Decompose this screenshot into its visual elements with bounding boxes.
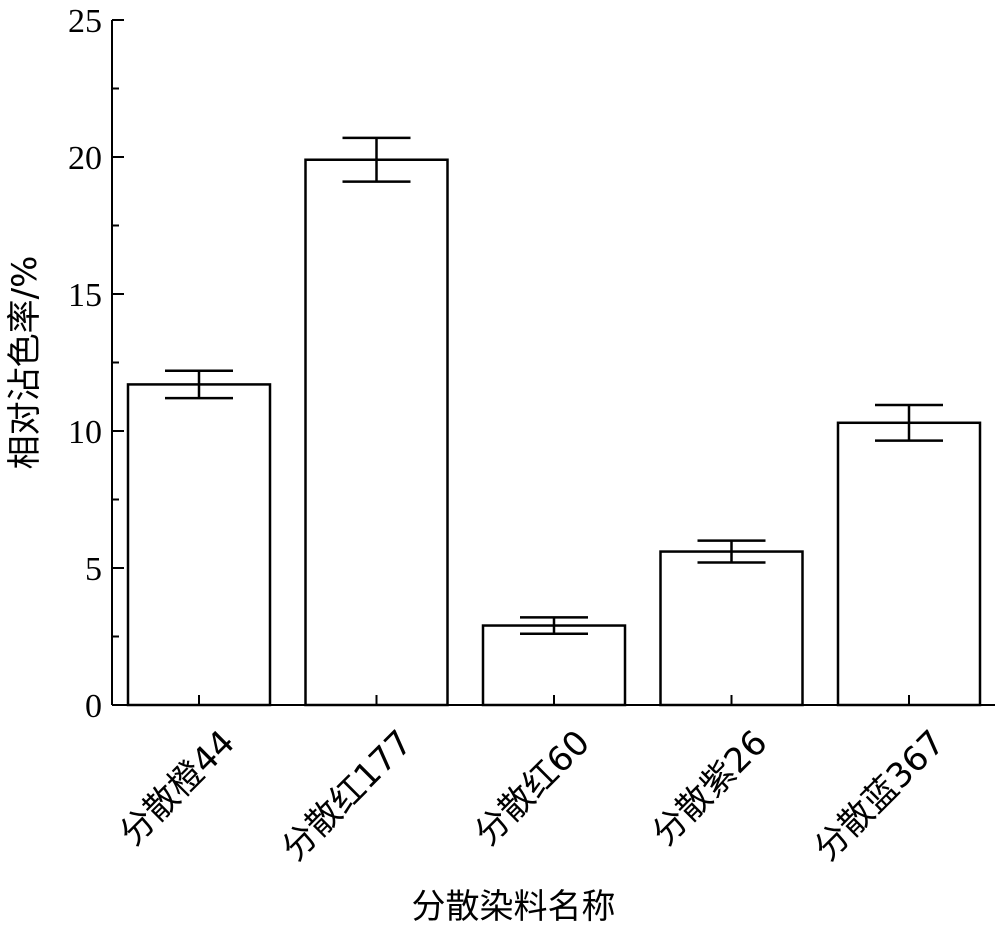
y-axis-title: 相对沾色率/% — [5, 256, 45, 470]
x-tick-label: 分散紫26 — [644, 723, 775, 854]
bar — [481, 624, 627, 707]
bar — [304, 158, 449, 707]
y-tick-label: 0 — [85, 688, 102, 725]
y-tick-label: 15 — [68, 277, 102, 314]
x-tick-label: 分散红60 — [467, 723, 598, 854]
y-tick-label: 25 — [68, 3, 102, 40]
x-axis-title: 分散染料名称 — [412, 887, 616, 927]
bars-layer — [126, 136, 982, 707]
x-tick-label: 分散橙44 — [112, 723, 243, 854]
y-tick-label: 10 — [68, 414, 102, 451]
x-tick-label: 分散红177 — [274, 723, 420, 869]
bar — [659, 550, 804, 707]
bar — [836, 421, 982, 707]
bar — [126, 383, 272, 707]
y-tick-label: 20 — [68, 140, 102, 177]
x-tick-label: 分散蓝367 — [807, 723, 953, 869]
y-tick-label: 5 — [85, 551, 102, 588]
